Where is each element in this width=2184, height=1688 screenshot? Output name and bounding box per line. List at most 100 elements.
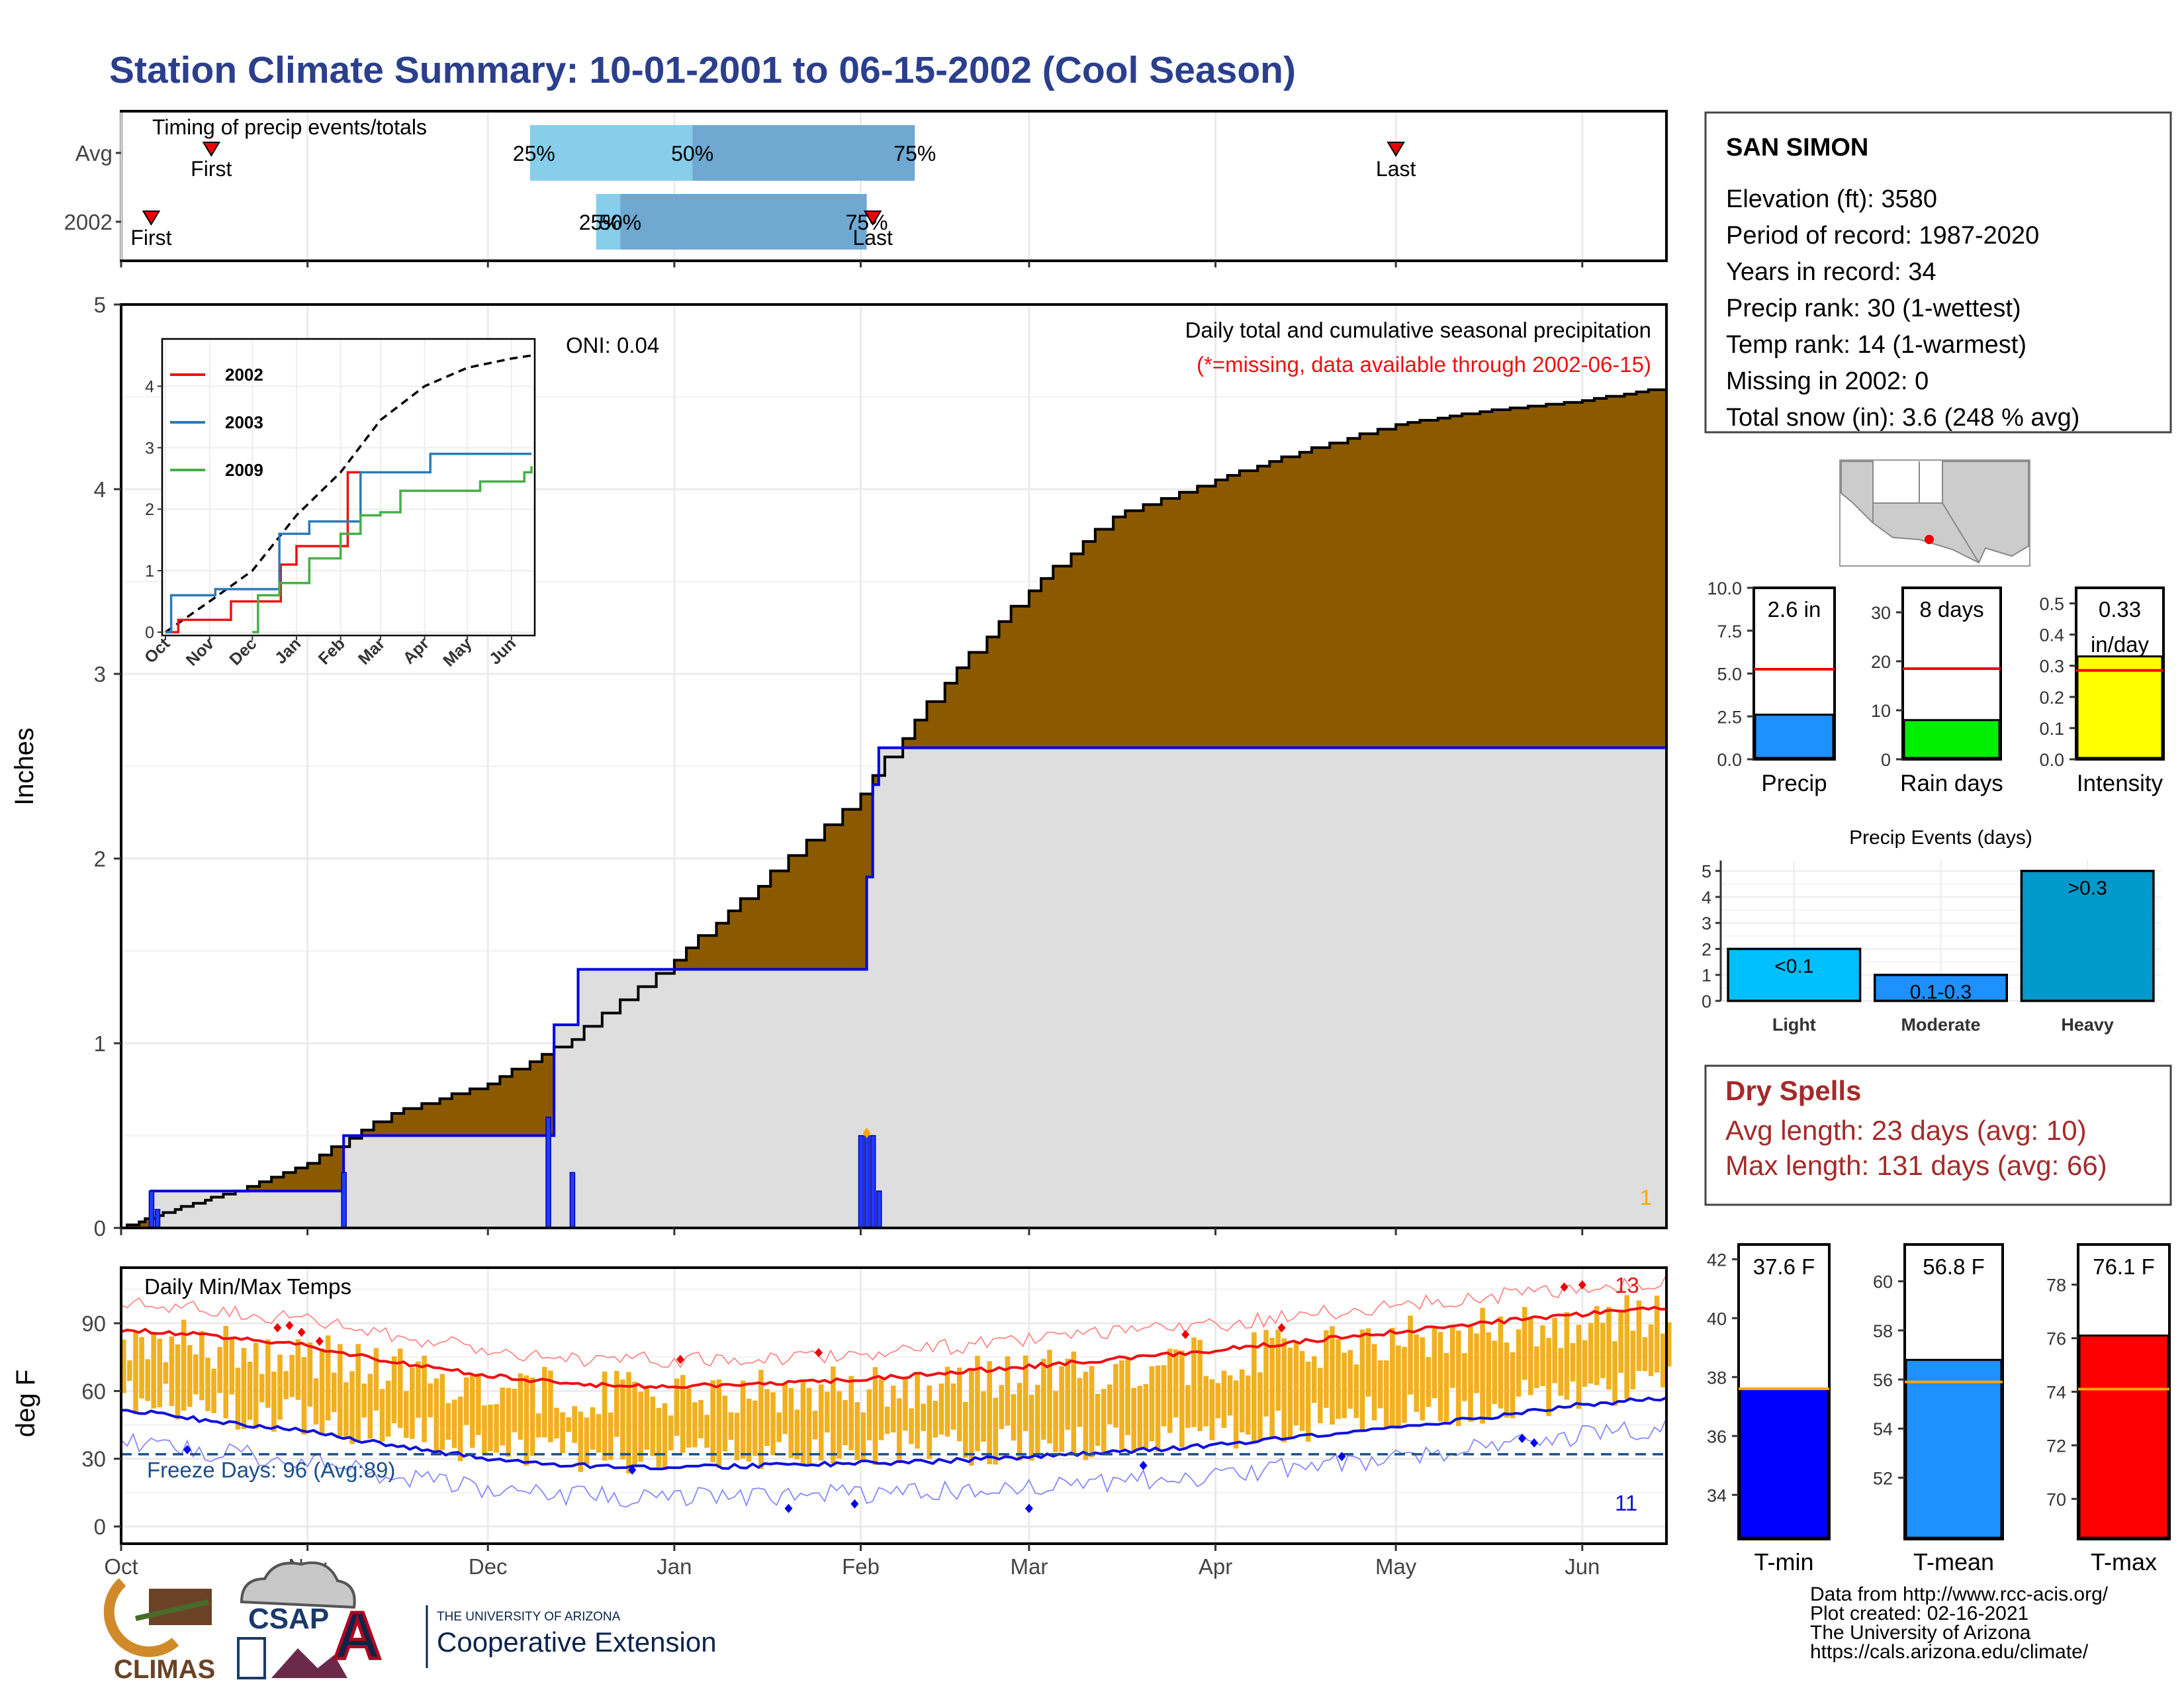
- daily-temp-bar: [698, 1399, 704, 1438]
- daily-temp-bar: [812, 1411, 818, 1440]
- temp-bar-value-label: 76.1 F: [2093, 1254, 2155, 1279]
- mini-bar-tick-label: 7.5: [1717, 622, 1742, 641]
- daily-temp-bar: [1287, 1347, 1293, 1438]
- temp-bar-tick-label: 56: [1873, 1370, 1893, 1390]
- inset-ytick-label: 2: [145, 500, 154, 519]
- daily-temp-bar: [325, 1335, 331, 1421]
- dry-spells-avg: Avg length: 23 days (avg: 10): [1725, 1115, 2087, 1146]
- temp-bar-tick-label: 34: [1707, 1485, 1727, 1505]
- daily-temp-bar: [770, 1392, 776, 1456]
- daily-temp-bar: [962, 1401, 968, 1458]
- footer-line: https://cals.arizona.edu/climate/: [1810, 1641, 2089, 1663]
- daily-temp-bar: [632, 1382, 637, 1466]
- daily-temp-bar: [1167, 1348, 1173, 1433]
- daily-temp-bar: [1149, 1366, 1155, 1442]
- temp-bar-tick-label: 58: [1873, 1321, 1893, 1341]
- daily-temp-bar: [500, 1387, 505, 1446]
- daily-temp-bar: [716, 1379, 722, 1468]
- mini-bar-value: [1903, 719, 2001, 759]
- daily-temp-bar: [848, 1376, 854, 1450]
- last-event-marker: [863, 211, 882, 226]
- daily-temp-bar: [818, 1384, 824, 1461]
- daily-temp-bar: [367, 1374, 373, 1439]
- daily-temp-bar: [535, 1413, 541, 1438]
- record-high-marker: [273, 1323, 282, 1333]
- daily-temp-bar: [897, 1398, 902, 1464]
- event-category-label: Heavy: [2061, 1015, 2114, 1035]
- mini-bar-tick-label: 0.3: [2039, 657, 2064, 677]
- daily-temp-bar: [1095, 1393, 1101, 1446]
- daily-temp-bar: [950, 1383, 956, 1430]
- daily-temp-bar: [469, 1375, 475, 1448]
- temp-bar-tick-label: 78: [2046, 1276, 2066, 1295]
- daily-temp-bar: [1197, 1340, 1203, 1431]
- daily-temp-bar: [1083, 1372, 1089, 1460]
- station-line: Precip rank: 30 (1-wettest): [1726, 295, 2021, 322]
- daily-temp-bar: [1137, 1385, 1143, 1449]
- main-ytick-label: 5: [94, 293, 106, 317]
- daily-temp-bar: [139, 1336, 144, 1399]
- university-arizona-logo: A THE UNIVERSITY OF ARIZONA Cooperative …: [332, 1597, 716, 1675]
- precip-ylabel: Inches: [10, 727, 39, 806]
- main-ytick-label: 4: [94, 477, 106, 502]
- daily-precip-bar: [148, 1190, 155, 1229]
- daily-temp-bar: [1666, 1322, 1672, 1367]
- record-low-marker: [1518, 1433, 1526, 1443]
- daily-temp-bar: [1209, 1379, 1215, 1440]
- temp-bar-value-label: 56.8 F: [1923, 1254, 1985, 1279]
- daily-temp-bar: [169, 1336, 175, 1406]
- daily-temp-bar: [872, 1367, 878, 1466]
- daily-temp-bar: [1558, 1348, 1564, 1396]
- inset-ytick-label: 4: [145, 377, 154, 396]
- daily-temp-bar: [1492, 1340, 1498, 1405]
- main-ytick-label: 1: [94, 1031, 106, 1056]
- daily-temp-bar: [866, 1389, 872, 1440]
- record-low-marker: [1024, 1503, 1033, 1513]
- dry-spells-title: Dry Spells: [1725, 1075, 1861, 1106]
- daily-temp-bar: [590, 1407, 596, 1450]
- daily-temp-bar: [1522, 1307, 1527, 1380]
- mini-bar-value: [1754, 714, 1835, 759]
- mini-bar-tick-label: 10: [1871, 701, 1891, 721]
- daily-temp-bar: [999, 1385, 1005, 1429]
- daily-temp-bar: [235, 1368, 241, 1430]
- daily-temp-bar: [740, 1380, 746, 1459]
- record-high-count: 13: [1615, 1273, 1639, 1297]
- timing-pct-label: 50%: [671, 142, 713, 165]
- climas-label: CLIMAS: [114, 1655, 215, 1684]
- precip-panel: 0 1 2 3 4 5 Inches Daily total and cumulative…: [10, 293, 1668, 1241]
- mini-bar-value: [2076, 655, 2163, 759]
- mini-bar-tick-label: 30: [1871, 603, 1891, 623]
- timing-bar-50-75: [620, 194, 867, 250]
- daily-temp-bar: [488, 1404, 493, 1452]
- mini-bar-tick-label: 0.0: [1717, 750, 1742, 770]
- daily-temp-bar: [927, 1385, 933, 1459]
- daily-temp-bar: [1233, 1380, 1239, 1449]
- daily-temp-bar: [825, 1391, 830, 1433]
- daily-precip-bar: [876, 1190, 882, 1229]
- daily-temp-bar: [271, 1372, 277, 1432]
- temp-xtick-label: Apr: [1199, 1554, 1232, 1579]
- temp-bar-tick-label: 60: [1873, 1272, 1893, 1292]
- daily-temp-bar: [1077, 1378, 1083, 1427]
- timing-row-label: Avg: [75, 141, 113, 165]
- record-high-marker: [1181, 1330, 1190, 1340]
- temp-ylabel: deg F: [11, 1370, 40, 1437]
- dry-spells-box: Dry Spells Avg length: 23 days (avg: 10)…: [1704, 1064, 2172, 1206]
- daily-temp-bar: [1449, 1325, 1455, 1388]
- events-ytick-label: 4: [1702, 888, 1711, 908]
- daily-temp-bar: [416, 1361, 421, 1418]
- daily-temp-bar: [193, 1354, 199, 1395]
- avg-tmax-line: [120, 1305, 1667, 1389]
- daily-temp-bar: [944, 1366, 950, 1437]
- daily-temp-bar: [758, 1370, 764, 1470]
- record-low-marker: [1338, 1452, 1346, 1462]
- daily-temp-bar: [175, 1344, 181, 1420]
- mini-bar-unit-label: in/day: [2091, 632, 2150, 657]
- daily-temp-bar: [523, 1375, 529, 1466]
- inset-ytick-label: 1: [145, 562, 154, 581]
- temp-bar-tick-label: 36: [1707, 1427, 1727, 1446]
- daily-temp-bar: [806, 1387, 812, 1464]
- daily-temp-bar: [229, 1338, 235, 1395]
- record-low-marker: [784, 1503, 793, 1513]
